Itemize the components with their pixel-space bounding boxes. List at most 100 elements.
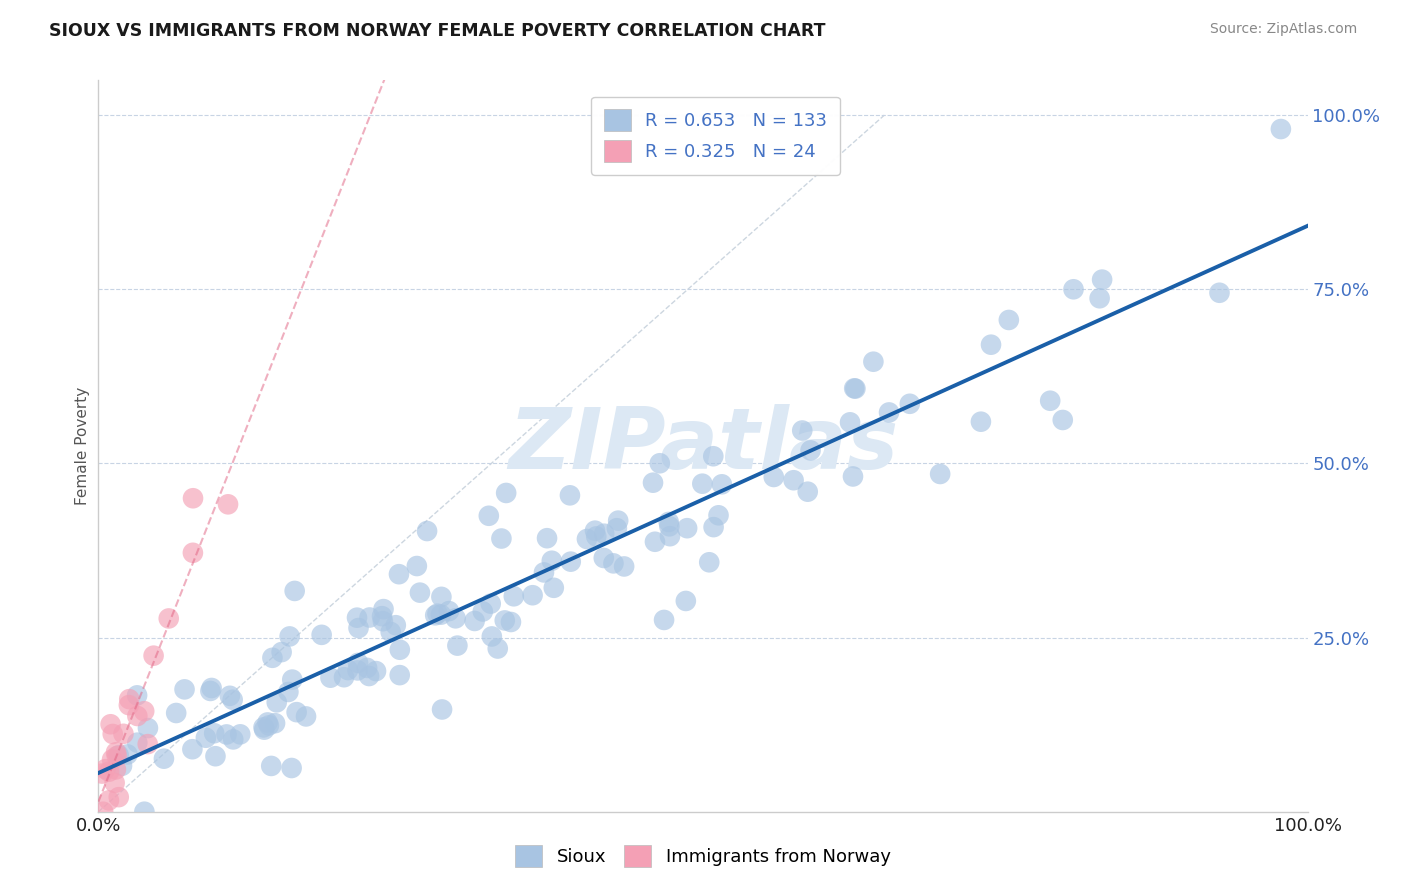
Point	[201, 681, 224, 695]
Point	[707, 508, 730, 523]
Point	[136, 737, 159, 751]
Point	[533, 566, 555, 580]
Point	[1063, 282, 1085, 296]
Point	[257, 718, 280, 732]
Point	[104, 776, 127, 790]
Point	[543, 581, 565, 595]
Point	[659, 529, 682, 543]
Point	[796, 484, 818, 499]
Point	[540, 554, 562, 568]
Point	[112, 727, 135, 741]
Point	[118, 698, 141, 713]
Point	[217, 497, 239, 511]
Text: Source: ZipAtlas.com: Source: ZipAtlas.com	[1209, 22, 1357, 37]
Point	[97, 793, 120, 807]
Point	[388, 642, 411, 657]
Point	[281, 673, 304, 687]
Point	[502, 589, 524, 603]
Point	[253, 723, 276, 737]
Point	[134, 704, 156, 718]
Point	[104, 763, 127, 777]
Point	[692, 476, 714, 491]
Point	[371, 614, 394, 628]
Point	[641, 475, 664, 490]
Point	[111, 758, 134, 772]
Point	[862, 355, 884, 369]
Point	[229, 727, 252, 741]
Point	[416, 524, 439, 538]
Point	[658, 515, 681, 529]
Point	[260, 759, 283, 773]
Point	[136, 721, 159, 735]
Point	[444, 611, 467, 625]
Point	[676, 521, 699, 535]
Point	[105, 745, 128, 759]
Point	[593, 526, 616, 541]
Point	[446, 639, 468, 653]
Point	[347, 621, 370, 635]
Point	[585, 529, 607, 543]
Point	[364, 664, 387, 678]
Point	[486, 641, 509, 656]
Point	[697, 555, 720, 569]
Point	[481, 629, 503, 643]
Point	[359, 610, 381, 624]
Point	[1052, 413, 1074, 427]
Point	[929, 467, 952, 481]
Point	[91, 766, 114, 780]
Text: ZIPatlas: ZIPatlas	[508, 404, 898, 488]
Y-axis label: Female Poverty: Female Poverty	[75, 387, 90, 505]
Point	[252, 720, 274, 734]
Point	[204, 749, 226, 764]
Point	[98, 764, 121, 779]
Point	[782, 473, 804, 487]
Point	[388, 668, 411, 682]
Point	[430, 702, 453, 716]
Point	[478, 508, 501, 523]
Point	[165, 706, 187, 720]
Point	[762, 470, 785, 484]
Point	[560, 555, 582, 569]
Point	[107, 790, 129, 805]
Point	[592, 551, 614, 566]
Point	[652, 613, 675, 627]
Point	[675, 594, 697, 608]
Point	[270, 645, 292, 659]
Point	[107, 748, 129, 763]
Point	[284, 583, 307, 598]
Point	[844, 382, 866, 396]
Point	[495, 486, 517, 500]
Point	[153, 752, 176, 766]
Point	[602, 557, 624, 571]
Point	[337, 663, 360, 677]
Point	[970, 415, 993, 429]
Legend: Sioux, Immigrants from Norway: Sioux, Immigrants from Norway	[508, 838, 898, 874]
Point	[1208, 285, 1230, 300]
Point	[127, 689, 149, 703]
Point	[479, 597, 502, 611]
Point	[437, 604, 460, 618]
Point	[346, 610, 368, 624]
Point	[380, 625, 402, 640]
Point	[134, 805, 156, 819]
Point	[648, 456, 671, 470]
Point	[842, 469, 865, 483]
Point	[277, 685, 299, 699]
Point	[94, 762, 117, 776]
Point	[295, 709, 318, 723]
Point	[536, 531, 558, 545]
Point	[710, 477, 733, 491]
Point	[280, 761, 302, 775]
Point	[425, 608, 447, 623]
Point	[1088, 291, 1111, 305]
Point	[278, 629, 301, 643]
Point	[583, 524, 606, 538]
Point	[346, 664, 368, 678]
Point	[181, 491, 204, 506]
Point	[703, 520, 725, 534]
Point	[262, 650, 284, 665]
Point	[385, 618, 408, 632]
Point	[405, 559, 427, 574]
Point	[221, 692, 243, 706]
Point	[702, 449, 724, 463]
